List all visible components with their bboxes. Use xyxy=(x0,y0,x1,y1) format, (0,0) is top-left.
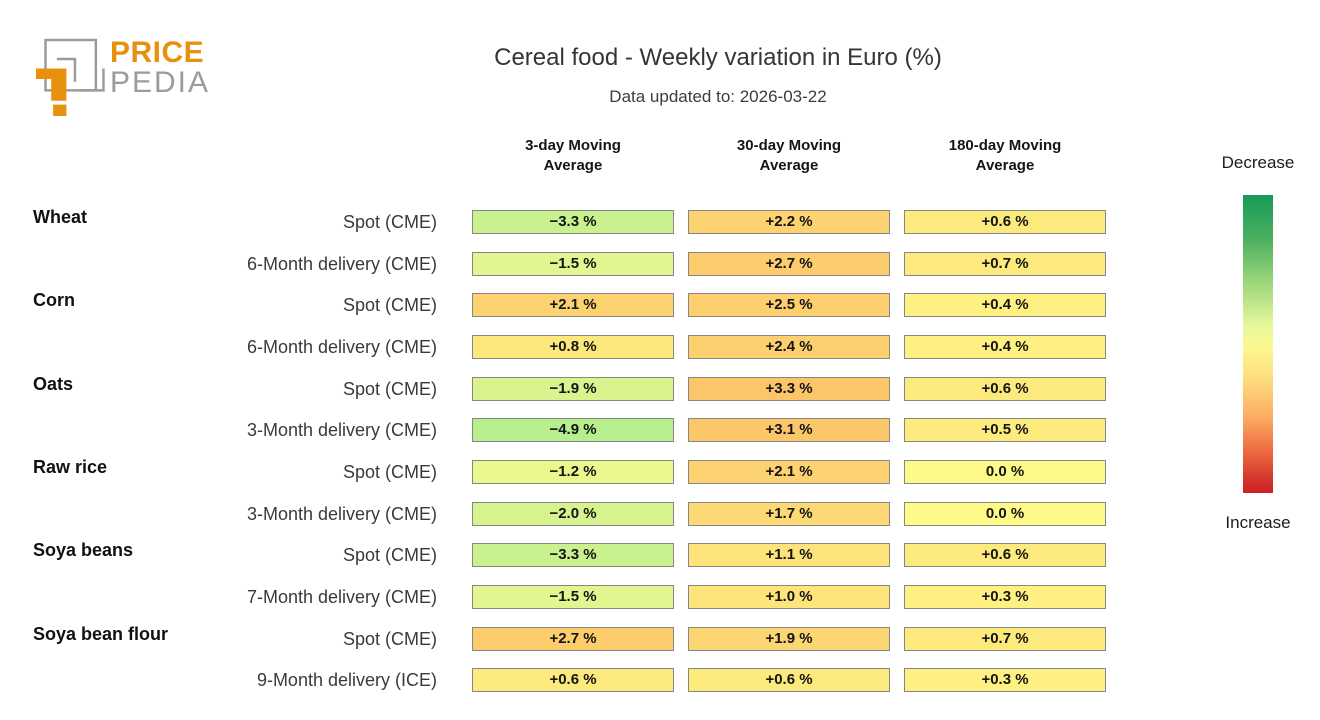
heatmap-cell: +2.5 % xyxy=(688,293,890,317)
heatmap-cell: +0.3 % xyxy=(904,585,1106,609)
series-label: Spot (CME) xyxy=(342,379,437,399)
column-header: 30-day Moving Average xyxy=(736,137,842,174)
commodity-group-label: Corn xyxy=(33,290,75,310)
commodity-group-label: Oats xyxy=(33,374,74,394)
heatmap-cell: +2.4 % xyxy=(688,335,890,359)
series-label: 3-Month delivery (CME) xyxy=(246,504,437,524)
heatmap-cell: 0.0 % xyxy=(904,460,1106,484)
heatmap-cell: +1.0 % xyxy=(688,585,890,609)
heatmap-cell: −1.9 % xyxy=(472,377,674,401)
heatmap-cell: +0.5 % xyxy=(904,418,1106,442)
heatmap-cell: +1.1 % xyxy=(688,543,890,567)
series-label: 6-Month delivery (CME) xyxy=(246,337,437,357)
heatmap-cell: +0.6 % xyxy=(688,668,890,692)
heatmap-cell: +0.6 % xyxy=(904,377,1106,401)
heatmap-cell: +2.7 % xyxy=(688,252,890,276)
series-label: 6-Month delivery (CME) xyxy=(246,254,437,274)
series-label: Spot (CME) xyxy=(342,212,437,232)
heatmap-cell: −3.3 % xyxy=(472,543,674,567)
logo-text-price: PRICE xyxy=(110,36,205,69)
heatmap-cell: −1.2 % xyxy=(472,460,674,484)
heatmap-cell: +0.6 % xyxy=(904,210,1106,234)
heatmap-cell: +0.6 % xyxy=(904,543,1106,567)
heatmap-cell: +1.7 % xyxy=(688,502,890,526)
heatmap-cell: +0.7 % xyxy=(904,252,1106,276)
heatmap-cell: 0.0 % xyxy=(904,502,1106,526)
series-label: Spot (CME) xyxy=(342,295,437,315)
heatmap-cell: +2.1 % xyxy=(688,460,890,484)
heatmap-cell: +0.3 % xyxy=(904,668,1106,692)
pricepedia-logo: PRICE PEDIA xyxy=(36,34,256,124)
series-label: Spot (CME) xyxy=(342,462,437,482)
heatmap-cell: +2.1 % xyxy=(472,293,674,317)
series-label: 9-Month delivery (ICE) xyxy=(256,670,437,690)
series-label: Spot (CME) xyxy=(342,629,437,649)
column-header: 3-day Moving Average xyxy=(525,137,621,174)
series-label: 7-Month delivery (CME) xyxy=(246,587,437,607)
heatmap-cell: +3.1 % xyxy=(688,418,890,442)
heatmap-cell: −1.5 % xyxy=(472,252,674,276)
data-updated-subtitle: Data updated to: 2026-03-22 xyxy=(609,87,827,106)
legend-color-gradient xyxy=(1243,195,1273,493)
heatmap-cell: −4.9 % xyxy=(472,418,674,442)
pricepedia-wordmark: PRICE PEDIA xyxy=(110,38,210,98)
logo-text-pedia: PEDIA xyxy=(110,66,211,99)
commodity-group-label: Soya beans xyxy=(33,540,134,560)
series-label: 3-Month delivery (CME) xyxy=(246,420,437,440)
heatmap-cell: +2.2 % xyxy=(688,210,890,234)
heatmap-cell: +0.6 % xyxy=(472,668,674,692)
heatmap-cell: +2.7 % xyxy=(472,627,674,651)
heatmap-cell: −3.3 % xyxy=(472,210,674,234)
commodity-group-label: Wheat xyxy=(33,207,87,227)
commodity-group-label: Raw rice xyxy=(33,457,108,477)
commodity-group-label: Soya bean flour xyxy=(33,624,169,644)
heatmap-cell: +1.9 % xyxy=(688,627,890,651)
heatmap-cell: +0.8 % xyxy=(472,335,674,359)
heatmap-cell: +0.4 % xyxy=(904,293,1106,317)
column-header: 180-day Moving Average xyxy=(948,137,1062,174)
heatmap-cell: +0.7 % xyxy=(904,627,1106,651)
legend-increase-label: Increase xyxy=(1225,513,1291,532)
legend-decrease-label: Decrease xyxy=(1221,153,1295,172)
heatmap-cell: +3.3 % xyxy=(688,377,890,401)
heatmap-cell: +0.4 % xyxy=(904,335,1106,359)
heatmap-cell: −2.0 % xyxy=(472,502,674,526)
page-title: Cereal food - Weekly variation in Euro (… xyxy=(494,44,942,71)
series-label: Spot (CME) xyxy=(342,545,437,565)
heatmap-cell: −1.5 % xyxy=(472,585,674,609)
pricepedia-logo-icon xyxy=(36,38,105,116)
